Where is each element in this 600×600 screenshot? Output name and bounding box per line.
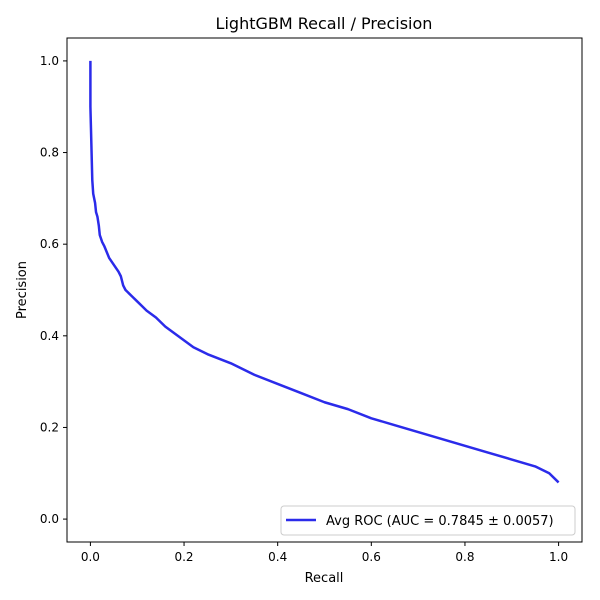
chart-title: LightGBM Recall / Precision xyxy=(216,14,433,33)
legend: Avg ROC (AUC = 0.7845 ± 0.0057) xyxy=(280,505,576,536)
y-tick-label: 0.0 xyxy=(40,512,59,526)
y-tick-label: 0.2 xyxy=(40,420,59,434)
y-tick-label: 0.4 xyxy=(40,329,59,343)
x-tick-label: 1.0 xyxy=(549,550,568,564)
series-line xyxy=(89,60,560,484)
x-tick-label: 0.0 xyxy=(81,550,100,564)
legend-label: Avg ROC (AUC = 0.7845 ± 0.0057) xyxy=(326,514,554,529)
y-axis-label: Precision xyxy=(15,261,30,319)
y-tick-label: 1.0 xyxy=(40,54,59,68)
plot-area xyxy=(89,60,560,484)
legend-box xyxy=(280,505,576,536)
x-axis: 0.0 0.2 0.4 0.6 0.8 1.0 xyxy=(81,542,568,564)
axes-frame xyxy=(66,37,583,543)
y-tick-label: 0.8 xyxy=(40,146,59,160)
x-tick-label: 0.6 xyxy=(362,550,381,564)
x-axis-label: Recall xyxy=(305,571,344,586)
x-tick-label: 0.2 xyxy=(174,550,193,564)
y-axis: 0.0 0.2 0.4 0.6 0.8 1.0 xyxy=(40,54,67,526)
x-tick-label: 0.8 xyxy=(455,550,474,564)
y-tick-label: 0.6 xyxy=(40,237,59,251)
x-tick-label: 0.4 xyxy=(268,550,287,564)
